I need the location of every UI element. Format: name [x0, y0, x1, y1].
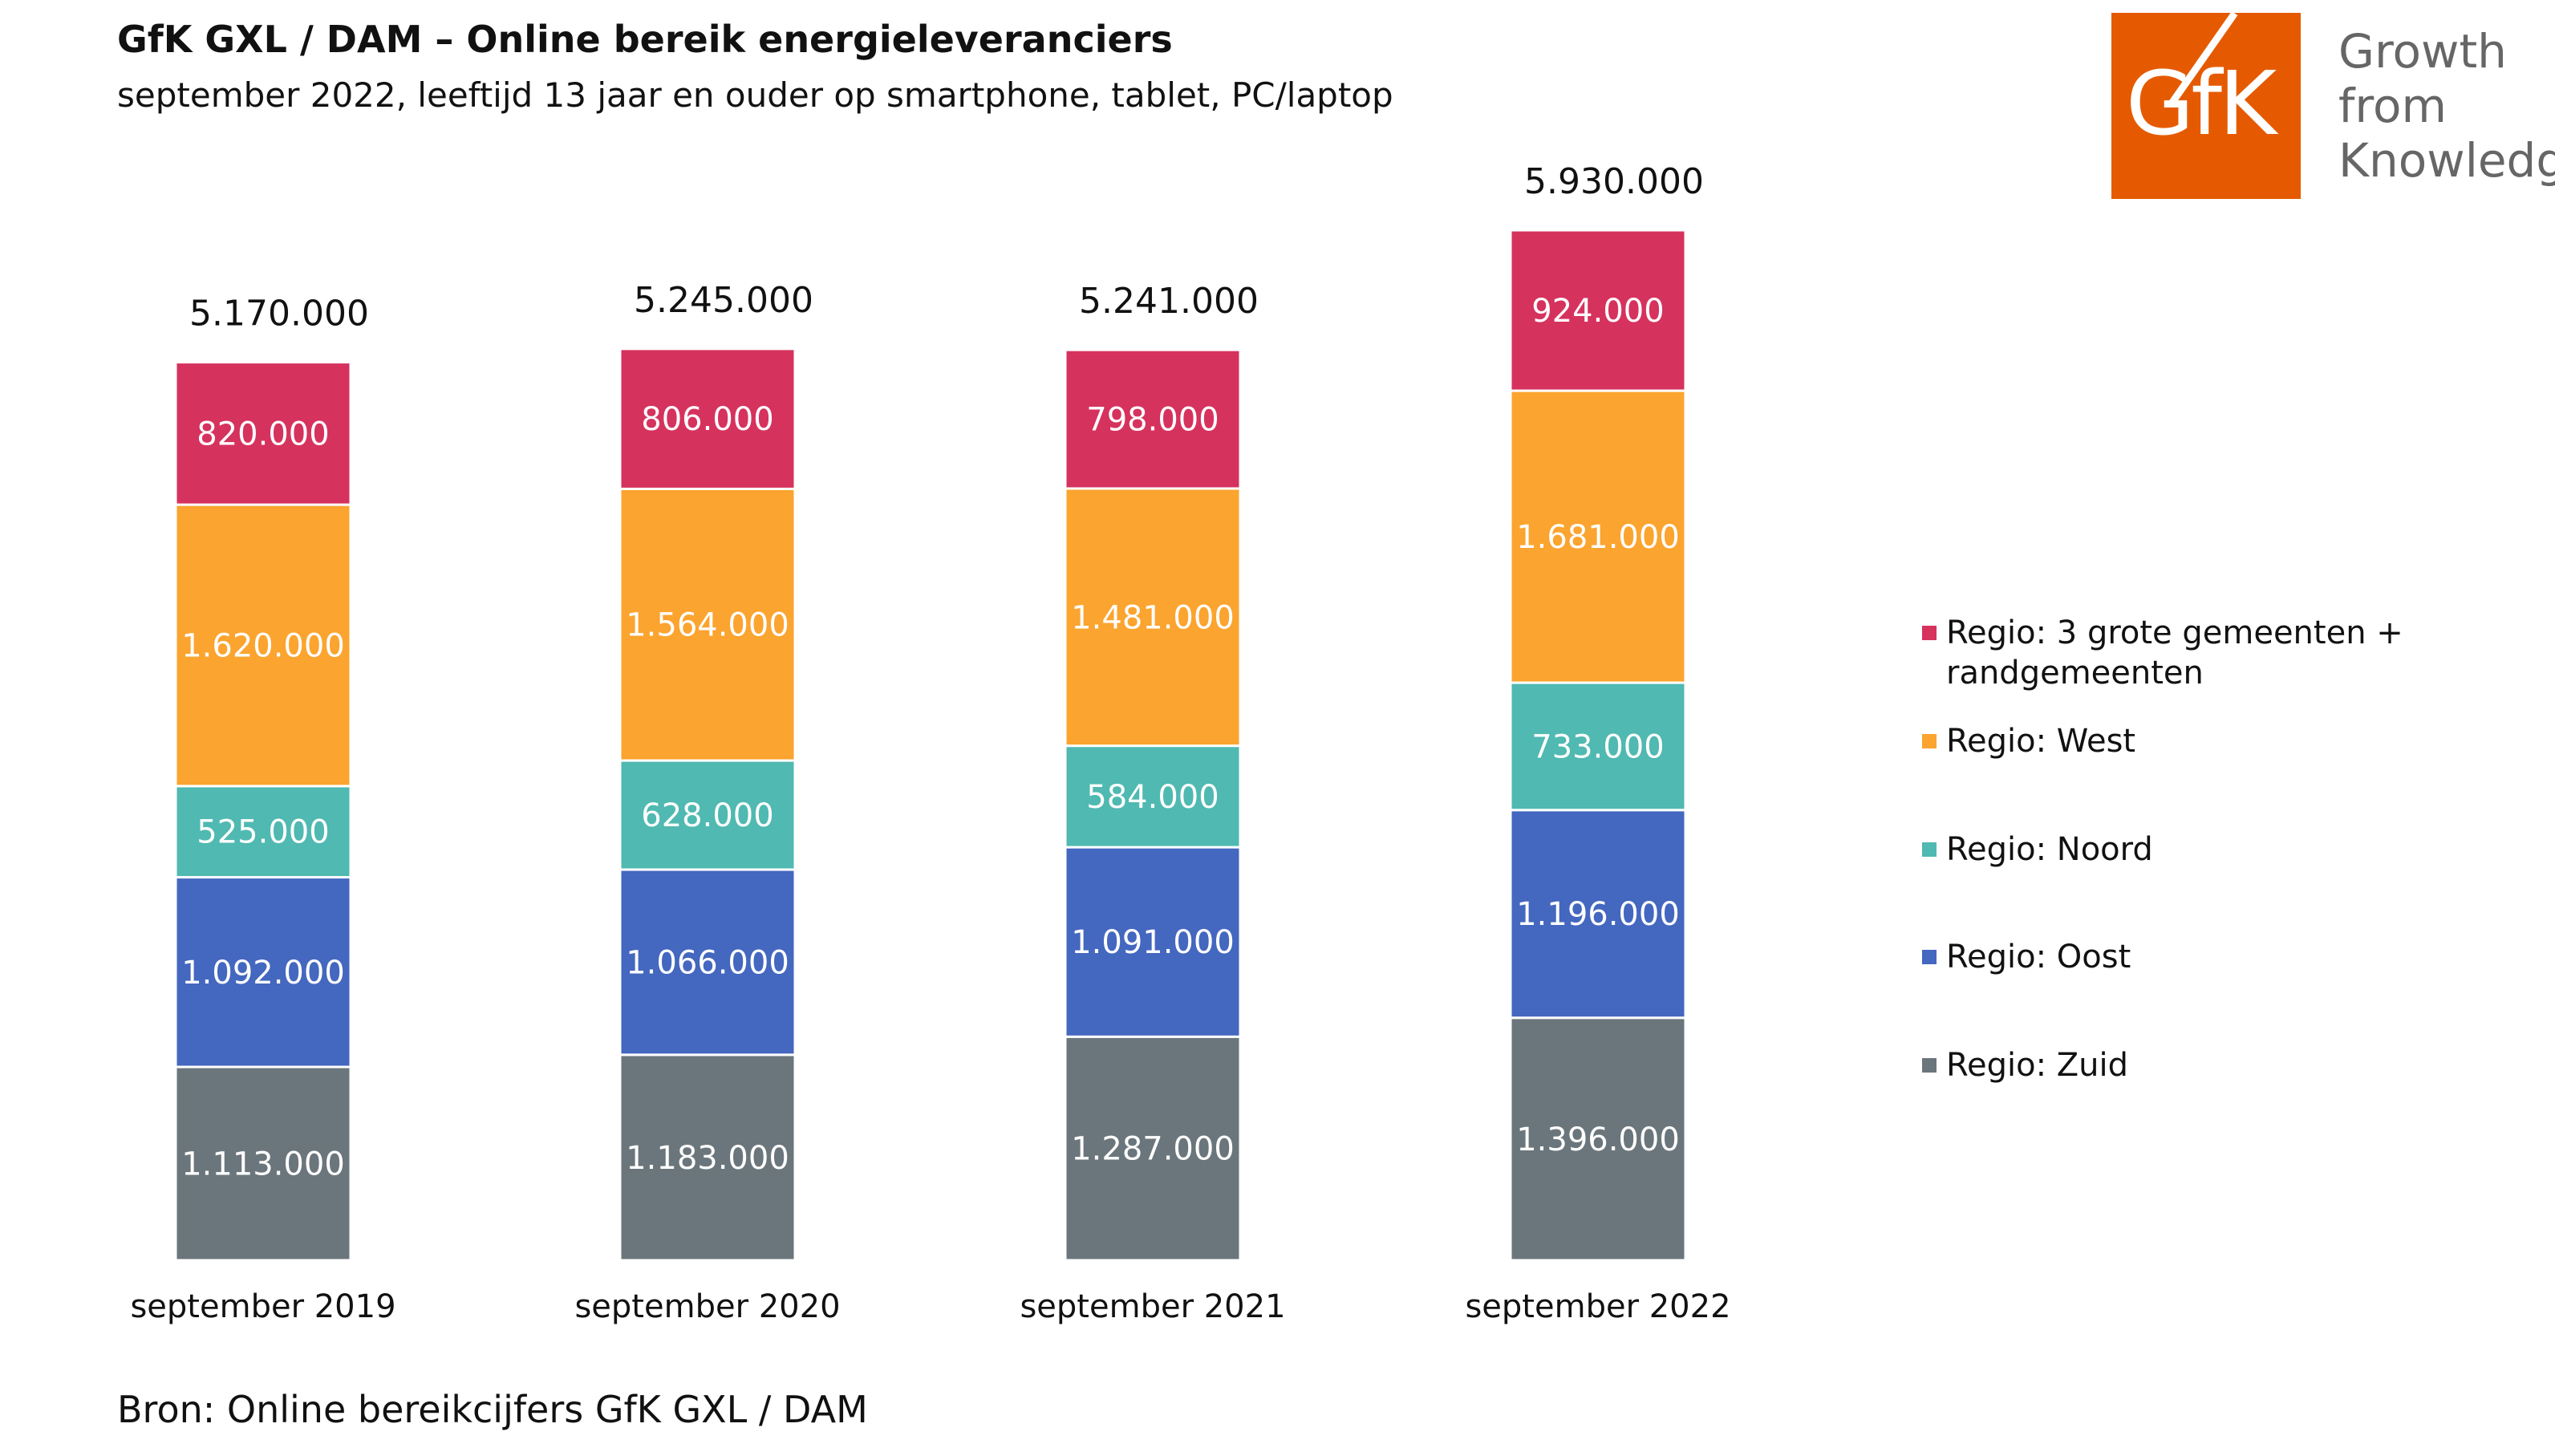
legend-swatch [1922, 1058, 1937, 1073]
bar-segment [618, 1053, 797, 1262]
segment-value-label: 1.113.000 [181, 1146, 345, 1183]
segment-value-label: 1.481.000 [1071, 599, 1235, 636]
legend-label: Regio: Oost [1946, 939, 2131, 975]
bar-segment [1509, 229, 1687, 392]
segment-value-label: 798.000 [1086, 402, 1219, 439]
legend-swatch [1922, 842, 1937, 857]
bar-segment [174, 361, 352, 506]
x-axis-tick-label: september 2022 [1465, 1288, 1730, 1325]
tagline-line-3: Knowledge [2338, 133, 2555, 188]
legend-label: Regio: Zuid [1946, 1047, 2128, 1084]
total-value-label: 5.241.000 [1079, 281, 1259, 322]
bar-segment [618, 759, 797, 871]
gfk-logo-box: GfK [2111, 11, 2301, 199]
segment-value-label: 584.000 [1086, 779, 1219, 816]
segment-value-label: 1.091.000 [1071, 924, 1235, 961]
chart-title: GfK GXL / DAM – Online bereik energielev… [117, 18, 1173, 61]
x-axis-tick-label: september 2021 [1020, 1288, 1285, 1325]
legend-swatch [1922, 626, 1937, 640]
tagline-line-1: Growth [2338, 24, 2507, 79]
segment-value-label: 1.287.000 [1071, 1131, 1235, 1168]
chart-subtitle: september 2022, leeftijd 13 jaar en oude… [117, 75, 1393, 115]
legend-swatch [1922, 950, 1937, 964]
bar-segment [174, 876, 352, 1069]
source-note: Bron: Online bereikcijfers GfK GXL / DAM [117, 1388, 868, 1431]
bar-segment [1064, 744, 1242, 849]
segment-value-label: 1.564.000 [626, 607, 789, 644]
legend-label-continued: randgemeenten [1946, 655, 2204, 691]
segment-value-label: 1.681.000 [1516, 519, 1680, 556]
bar-segment [1509, 809, 1687, 1020]
bar-segment [618, 347, 797, 490]
segment-value-label: 1.196.000 [1516, 896, 1680, 933]
stacked-bar-chart: 1.113.000 1.092.000 525.000 1.620.000 820.00… [130, 161, 2403, 1325]
total-value-label: 5.930.000 [1524, 161, 1704, 202]
bar-segment [1509, 389, 1687, 684]
bar-segment [1509, 681, 1687, 812]
bar-segment [1064, 348, 1242, 490]
bar-segment [174, 503, 352, 788]
segment-value-label: 628.000 [641, 797, 773, 834]
bar-segment [1064, 487, 1242, 748]
x-axis-tick-label: september 2019 [130, 1288, 395, 1325]
x-axis-tick-label: september 2020 [574, 1288, 840, 1325]
total-value-label: 5.245.000 [634, 280, 813, 321]
segment-value-label: 806.000 [641, 401, 773, 438]
bar-segment [1064, 846, 1242, 1038]
legend-label: Regio: West [1946, 723, 2135, 760]
legend-swatch [1922, 734, 1937, 748]
legend-label: Regio: 3 grote gemeenten + [1946, 614, 2403, 651]
segment-value-label: 1.396.000 [1516, 1121, 1680, 1158]
bar-segment [174, 1065, 352, 1262]
segment-value-label: 1.183.000 [626, 1140, 789, 1177]
segment-value-label: 733.000 [1531, 728, 1664, 765]
gfk-logo: GfK Growth from Knowledge [2111, 11, 2555, 205]
segment-value-label: 1.620.000 [181, 627, 345, 664]
bar-segment [618, 868, 797, 1057]
segment-value-label: 820.000 [197, 416, 329, 452]
tagline-line-2: from [2338, 79, 2447, 133]
segment-value-label: 924.000 [1531, 293, 1664, 330]
segment-value-label: 1.066.000 [626, 944, 789, 981]
gfk-logo-tagline: Growth from Knowledge [2338, 24, 2555, 188]
legend-label: Regio: Noord [1946, 831, 2153, 868]
segment-value-label: 1.092.000 [181, 955, 345, 992]
gfk-logo-mark: GfK [2126, 52, 2277, 155]
segment-value-label: 525.000 [197, 814, 329, 851]
total-value-label: 5.170.000 [189, 294, 369, 335]
bar-segment [1064, 1035, 1242, 1262]
